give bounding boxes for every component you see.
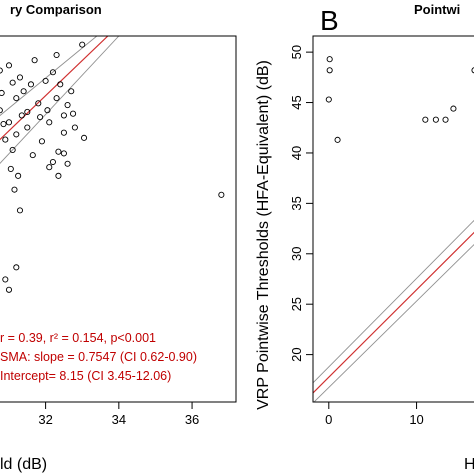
data-point (2, 276, 9, 283)
data-point (7, 165, 14, 172)
confidence-band-line-1 (0, 36, 120, 164)
panel-b-plot-area (312, 35, 474, 403)
confidence-band-line-1 (313, 243, 474, 402)
data-point (0, 89, 5, 97)
data-point (13, 264, 20, 271)
data-point (20, 88, 27, 95)
data-point (27, 81, 35, 88)
data-point (16, 207, 24, 214)
x-tick-label: 10 (409, 412, 423, 427)
data-point (326, 56, 333, 63)
y-tick-label: 50 (289, 45, 304, 59)
plot-frame (0, 35, 237, 403)
data-point (60, 129, 67, 136)
data-point (450, 105, 457, 112)
data-point (80, 134, 88, 141)
data-point (24, 108, 31, 116)
data-point (57, 81, 64, 88)
regression-line-0 (0, 36, 109, 141)
panel-a-x-axis-label: ld (dB) (0, 456, 47, 473)
data-point (432, 116, 439, 123)
data-point (70, 110, 77, 117)
stats-sma-slope-line: SMA: slope = 0.7547 (CI 0.62-0.90) (0, 350, 197, 364)
y-tick-label: 40 (289, 146, 304, 160)
data-point (325, 96, 332, 103)
panel-b-x-axis: 0 10 (325, 402, 424, 427)
panel-a-plot-area (0, 35, 237, 403)
data-point (16, 74, 24, 81)
data-point (5, 119, 13, 126)
data-point (37, 114, 44, 121)
x-tick-label: 0 (325, 412, 332, 427)
data-point (326, 67, 333, 74)
data-point (46, 119, 53, 126)
data-point (38, 138, 45, 145)
data-point (18, 112, 25, 119)
panel-a: ry Comparison 32 34 36 ld (dB) r = 0.39, r… (0, 2, 237, 473)
confidence-band-line-2 (0, 36, 98, 117)
data-point (64, 102, 71, 109)
panel-b-label: B (320, 5, 339, 36)
data-point (5, 62, 13, 69)
data-point (79, 41, 86, 48)
y-tick-label: 45 (289, 95, 304, 109)
y-tick-label: 35 (289, 196, 304, 210)
data-point (44, 107, 51, 114)
data-point (55, 172, 62, 179)
data-point (42, 77, 49, 84)
data-point (15, 172, 22, 179)
data-point (46, 164, 53, 171)
panel-b-y-axis-label: VRP Pointwise Thresholds (HFA-Equivalent… (255, 60, 272, 410)
data-point (31, 57, 38, 64)
data-point (422, 116, 429, 123)
data-point (9, 79, 16, 86)
y-tick-label: 25 (289, 297, 304, 311)
x-tick-label: 32 (38, 412, 52, 427)
data-point (442, 116, 449, 123)
panel-b-y-axis: 20 25 30 35 40 45 50 (289, 45, 313, 362)
data-point (9, 146, 16, 153)
data-point (5, 286, 13, 293)
data-point (11, 186, 18, 193)
regression-line-0 (313, 231, 474, 394)
data-point (2, 136, 9, 143)
panel-a-stats-annotation: r = 0.39, r² = 0.154, p<0.001 SMA: slope… (0, 331, 197, 383)
data-point (471, 67, 474, 74)
data-point (55, 148, 62, 155)
panel-b-title: Pointwi (414, 2, 460, 17)
plot-frame (312, 35, 474, 403)
data-point (49, 158, 56, 166)
data-point (49, 69, 56, 76)
data-point (24, 124, 31, 131)
stats-intercept-line: Intercept= 8.15 (CI 3.45-12.06) (0, 369, 171, 383)
y-tick-label: 20 (289, 347, 304, 361)
data-point (218, 191, 225, 198)
stats-correlation-line: r = 0.39, r² = 0.154, p<0.001 (0, 331, 156, 345)
data-point (53, 95, 60, 102)
data-point (53, 51, 60, 59)
data-point (35, 100, 42, 107)
data-point (13, 95, 20, 102)
x-tick-label: 36 (185, 412, 199, 427)
data-point (60, 150, 67, 157)
data-point (334, 136, 341, 143)
data-point (71, 124, 78, 131)
panel-b-x-axis-label: H (464, 456, 474, 473)
y-tick-label: 30 (289, 247, 304, 261)
data-point (0, 67, 3, 74)
panel-a-title: ry Comparison (10, 2, 102, 17)
confidence-band-line-2 (313, 219, 474, 384)
panel-a-x-axis: 32 34 36 (38, 402, 199, 427)
x-tick-label: 34 (112, 412, 126, 427)
panel-b: B Pointwi 0 10 20 25 30 35 40 45 50 VRP Pointwi… (255, 2, 474, 473)
data-point (0, 120, 7, 128)
data-point (68, 88, 75, 95)
data-point (0, 107, 3, 114)
data-point (64, 160, 71, 167)
data-point (60, 112, 67, 119)
data-point (29, 152, 36, 159)
data-point (13, 131, 20, 138)
